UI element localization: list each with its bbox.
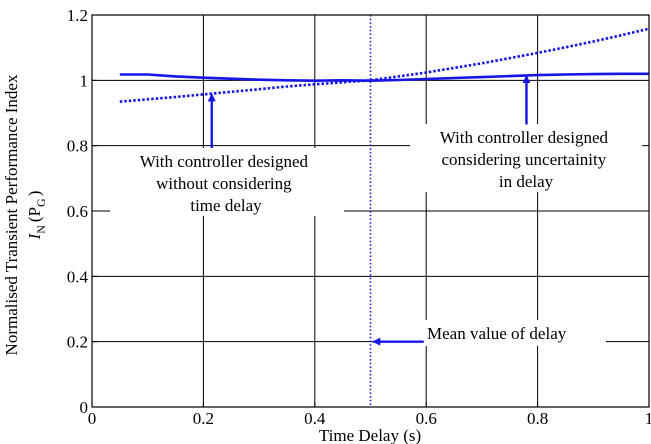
y-axis-symbol-main: I [25, 232, 44, 240]
x-tick-label: 0.6 [416, 409, 437, 428]
y-tick-label: 0.8 [67, 137, 88, 156]
series-line-dotted [119, 27, 650, 103]
y-axis-symbol: IN (PG) [25, 191, 48, 241]
series-line-solid [119, 72, 649, 82]
x-tick-label: 0.8 [527, 409, 548, 428]
annotation-uncertainty-box [410, 124, 642, 192]
y-axis-label-symbol: IN (PG) [25, 191, 48, 241]
annotation-uncertainty-text: With controller designed considering unc… [440, 128, 613, 191]
y-axis-label: Normalised Transient Performance Index [2, 74, 21, 355]
y-axis-symbol-arg-sub: G [34, 198, 48, 207]
annotation-uncertainty-line1: With controller designed [440, 128, 609, 147]
y-tick-label: 0.6 [67, 202, 88, 221]
x-tick-label: 0.2 [193, 409, 214, 428]
x-tick-label: 0.4 [304, 409, 326, 428]
y-tick-label: 0.2 [67, 333, 88, 352]
annotation-uncertainty-line2: considering uncertainity [441, 150, 606, 169]
y-tick-label: 0.4 [67, 267, 89, 286]
annotation-mean-text: Mean value of delay [427, 324, 567, 343]
tick-labels: 0 0.2 0.4 0.6 0.8 1 0 0.2 0.4 0.6 0.8 1 1.2 [67, 6, 651, 428]
y-tick-label: 1 [80, 71, 89, 90]
x-tick-label: 0 [88, 409, 97, 428]
annotation-without-line3: time delay [190, 196, 262, 215]
annotation-arrows [207, 75, 531, 346]
y-axis-symbol-arg: (P [25, 207, 44, 222]
annotation-without-line1: With controller designed [140, 152, 309, 171]
annotation-without-line2: without considering [156, 174, 292, 193]
y-tick-label: 1.2 [67, 6, 88, 25]
y-axis-label-line1: Normalised Transient Performance Index [2, 74, 21, 355]
y-tick-label: 0 [80, 398, 89, 417]
x-tick-label: 1 [645, 409, 651, 428]
x-axis-label: Time Delay (s) [319, 426, 421, 444]
y-axis-symbol-sub: N [34, 225, 48, 234]
y-axis-symbol-close: ) [25, 191, 44, 197]
annotation-without-text: With controller designed without conside… [140, 152, 313, 215]
series-layer [119, 27, 650, 103]
annotation-mean-box [424, 320, 606, 346]
annotation-without-box [110, 148, 344, 216]
annotation-uncertainty-line3: in delay [499, 172, 554, 191]
